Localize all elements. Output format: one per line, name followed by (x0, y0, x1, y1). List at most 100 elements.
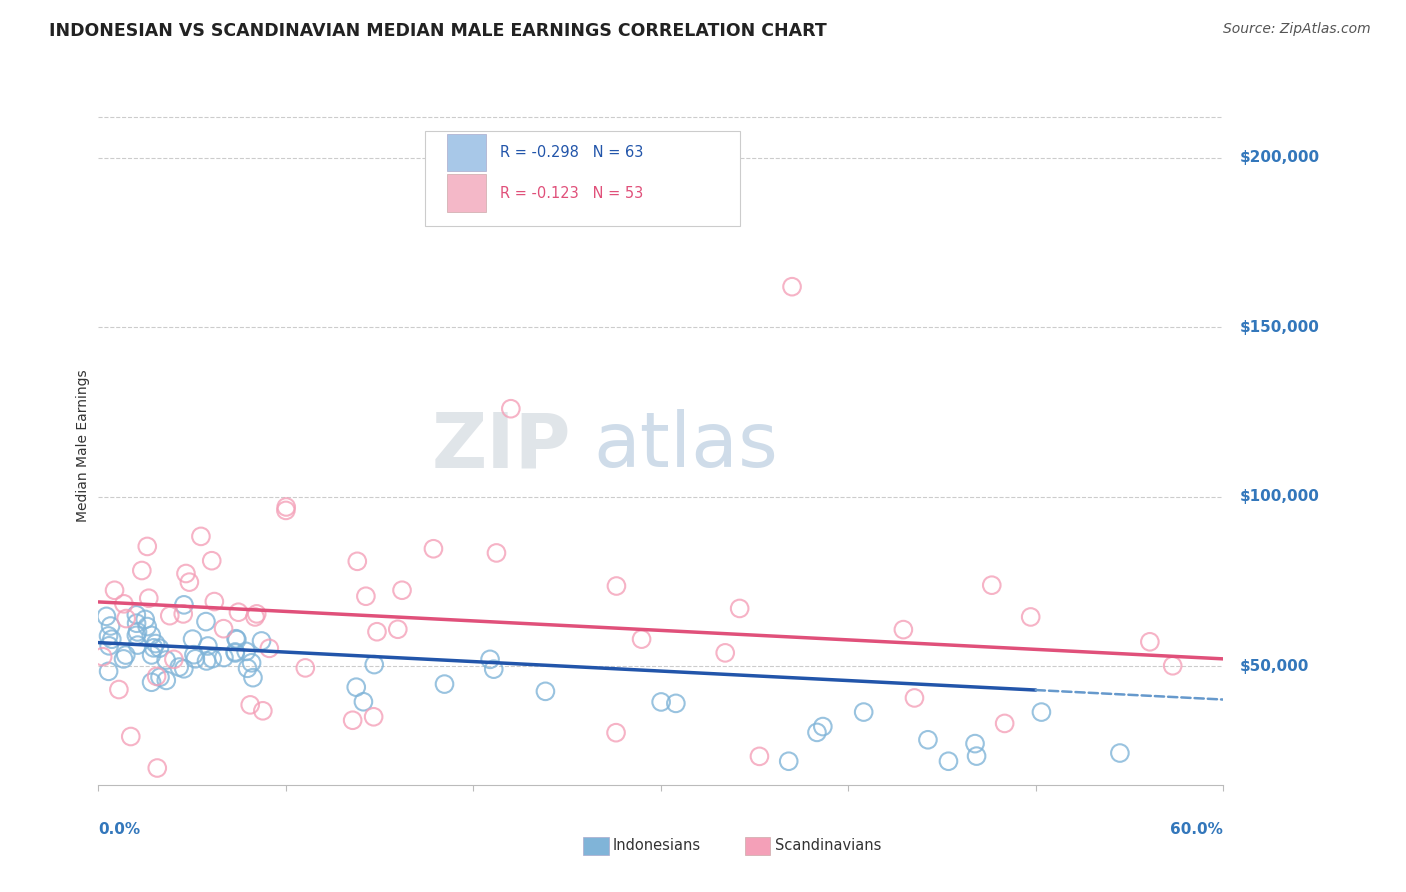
Point (391, 583, 413, 598)
Point (235, 644, 257, 658)
Point (173, 598, 195, 612)
Point (184, 652, 207, 666)
Point (224, 645, 246, 659)
Point (125, 616, 148, 631)
Text: INDONESIAN VS SCANDINAVIAN MEDIAN MALE EARNINGS CORRELATION CHART: INDONESIAN VS SCANDINAVIAN MEDIAN MALE E… (49, 22, 827, 40)
Point (141, 675, 163, 690)
Point (145, 669, 167, 683)
Point (173, 662, 195, 676)
Text: $50,000: $50,000 (1240, 659, 1309, 673)
Point (342, 713, 364, 727)
Point (963, 737, 986, 751)
Point (1139, 634, 1161, 648)
Point (97, 629, 120, 643)
Point (136, 619, 159, 633)
Point (276, 500, 298, 514)
Point (136, 540, 159, 554)
Point (125, 628, 148, 642)
Point (363, 710, 385, 724)
Point (114, 648, 136, 662)
Text: $100,000: $100,000 (1240, 490, 1320, 504)
Point (246, 607, 269, 621)
Text: 0.0%: 0.0% (98, 822, 141, 838)
Point (142, 640, 165, 655)
Point (163, 652, 186, 666)
Point (112, 597, 135, 611)
Point (141, 628, 163, 642)
Text: Source: ZipAtlas.com: Source: ZipAtlas.com (1223, 22, 1371, 37)
Point (134, 612, 156, 626)
Point (172, 607, 194, 621)
Point (190, 529, 212, 543)
Point (1161, 658, 1184, 673)
Point (1031, 705, 1053, 719)
Point (120, 730, 142, 744)
Point (224, 646, 246, 660)
Text: atlas: atlas (593, 409, 778, 483)
Point (243, 610, 266, 624)
Point (125, 607, 148, 622)
Point (91, 649, 114, 664)
Point (433, 677, 456, 691)
Point (240, 656, 263, 670)
Point (630, 632, 652, 647)
Text: Indonesians: Indonesians (613, 838, 702, 853)
Point (650, 695, 672, 709)
Point (197, 639, 219, 653)
Point (112, 652, 135, 666)
Point (605, 725, 627, 739)
Point (202, 594, 225, 608)
Point (181, 632, 204, 647)
Point (893, 623, 915, 637)
Text: ZIP: ZIP (432, 409, 571, 483)
Point (212, 622, 235, 636)
Point (236, 661, 259, 675)
Point (728, 601, 751, 615)
Point (179, 575, 201, 590)
Point (274, 503, 297, 517)
Point (852, 705, 875, 719)
Point (806, 725, 828, 739)
Point (344, 680, 367, 694)
Point (146, 761, 169, 775)
Point (917, 732, 939, 747)
Point (714, 646, 737, 660)
Point (780, 279, 803, 293)
Point (605, 579, 627, 593)
Point (499, 401, 522, 416)
Point (127, 624, 149, 639)
Point (966, 749, 988, 764)
FancyBboxPatch shape (425, 131, 740, 226)
Point (195, 654, 218, 668)
Point (115, 611, 138, 625)
Text: R = -0.123   N = 53: R = -0.123 N = 53 (501, 186, 643, 201)
Point (352, 695, 374, 709)
Point (1109, 746, 1132, 760)
Point (485, 546, 508, 560)
Point (1019, 610, 1042, 624)
Point (242, 671, 264, 685)
Point (938, 754, 960, 768)
Point (748, 749, 770, 764)
Point (294, 661, 316, 675)
Point (994, 716, 1017, 731)
Text: 60.0%: 60.0% (1170, 822, 1223, 838)
Point (346, 554, 368, 568)
Point (212, 650, 235, 665)
Point (96, 609, 118, 624)
Point (479, 652, 502, 666)
Point (101, 632, 124, 647)
Point (252, 704, 274, 718)
Point (366, 624, 388, 639)
Point (159, 608, 181, 623)
Point (167, 660, 190, 674)
Point (108, 682, 131, 697)
Y-axis label: Median Male Earnings: Median Male Earnings (76, 369, 90, 523)
Point (387, 622, 409, 636)
Point (534, 684, 557, 698)
Point (155, 653, 177, 667)
Text: Scandinavians: Scandinavians (775, 838, 882, 853)
Point (149, 670, 172, 684)
Point (225, 632, 247, 646)
Point (98, 639, 121, 653)
